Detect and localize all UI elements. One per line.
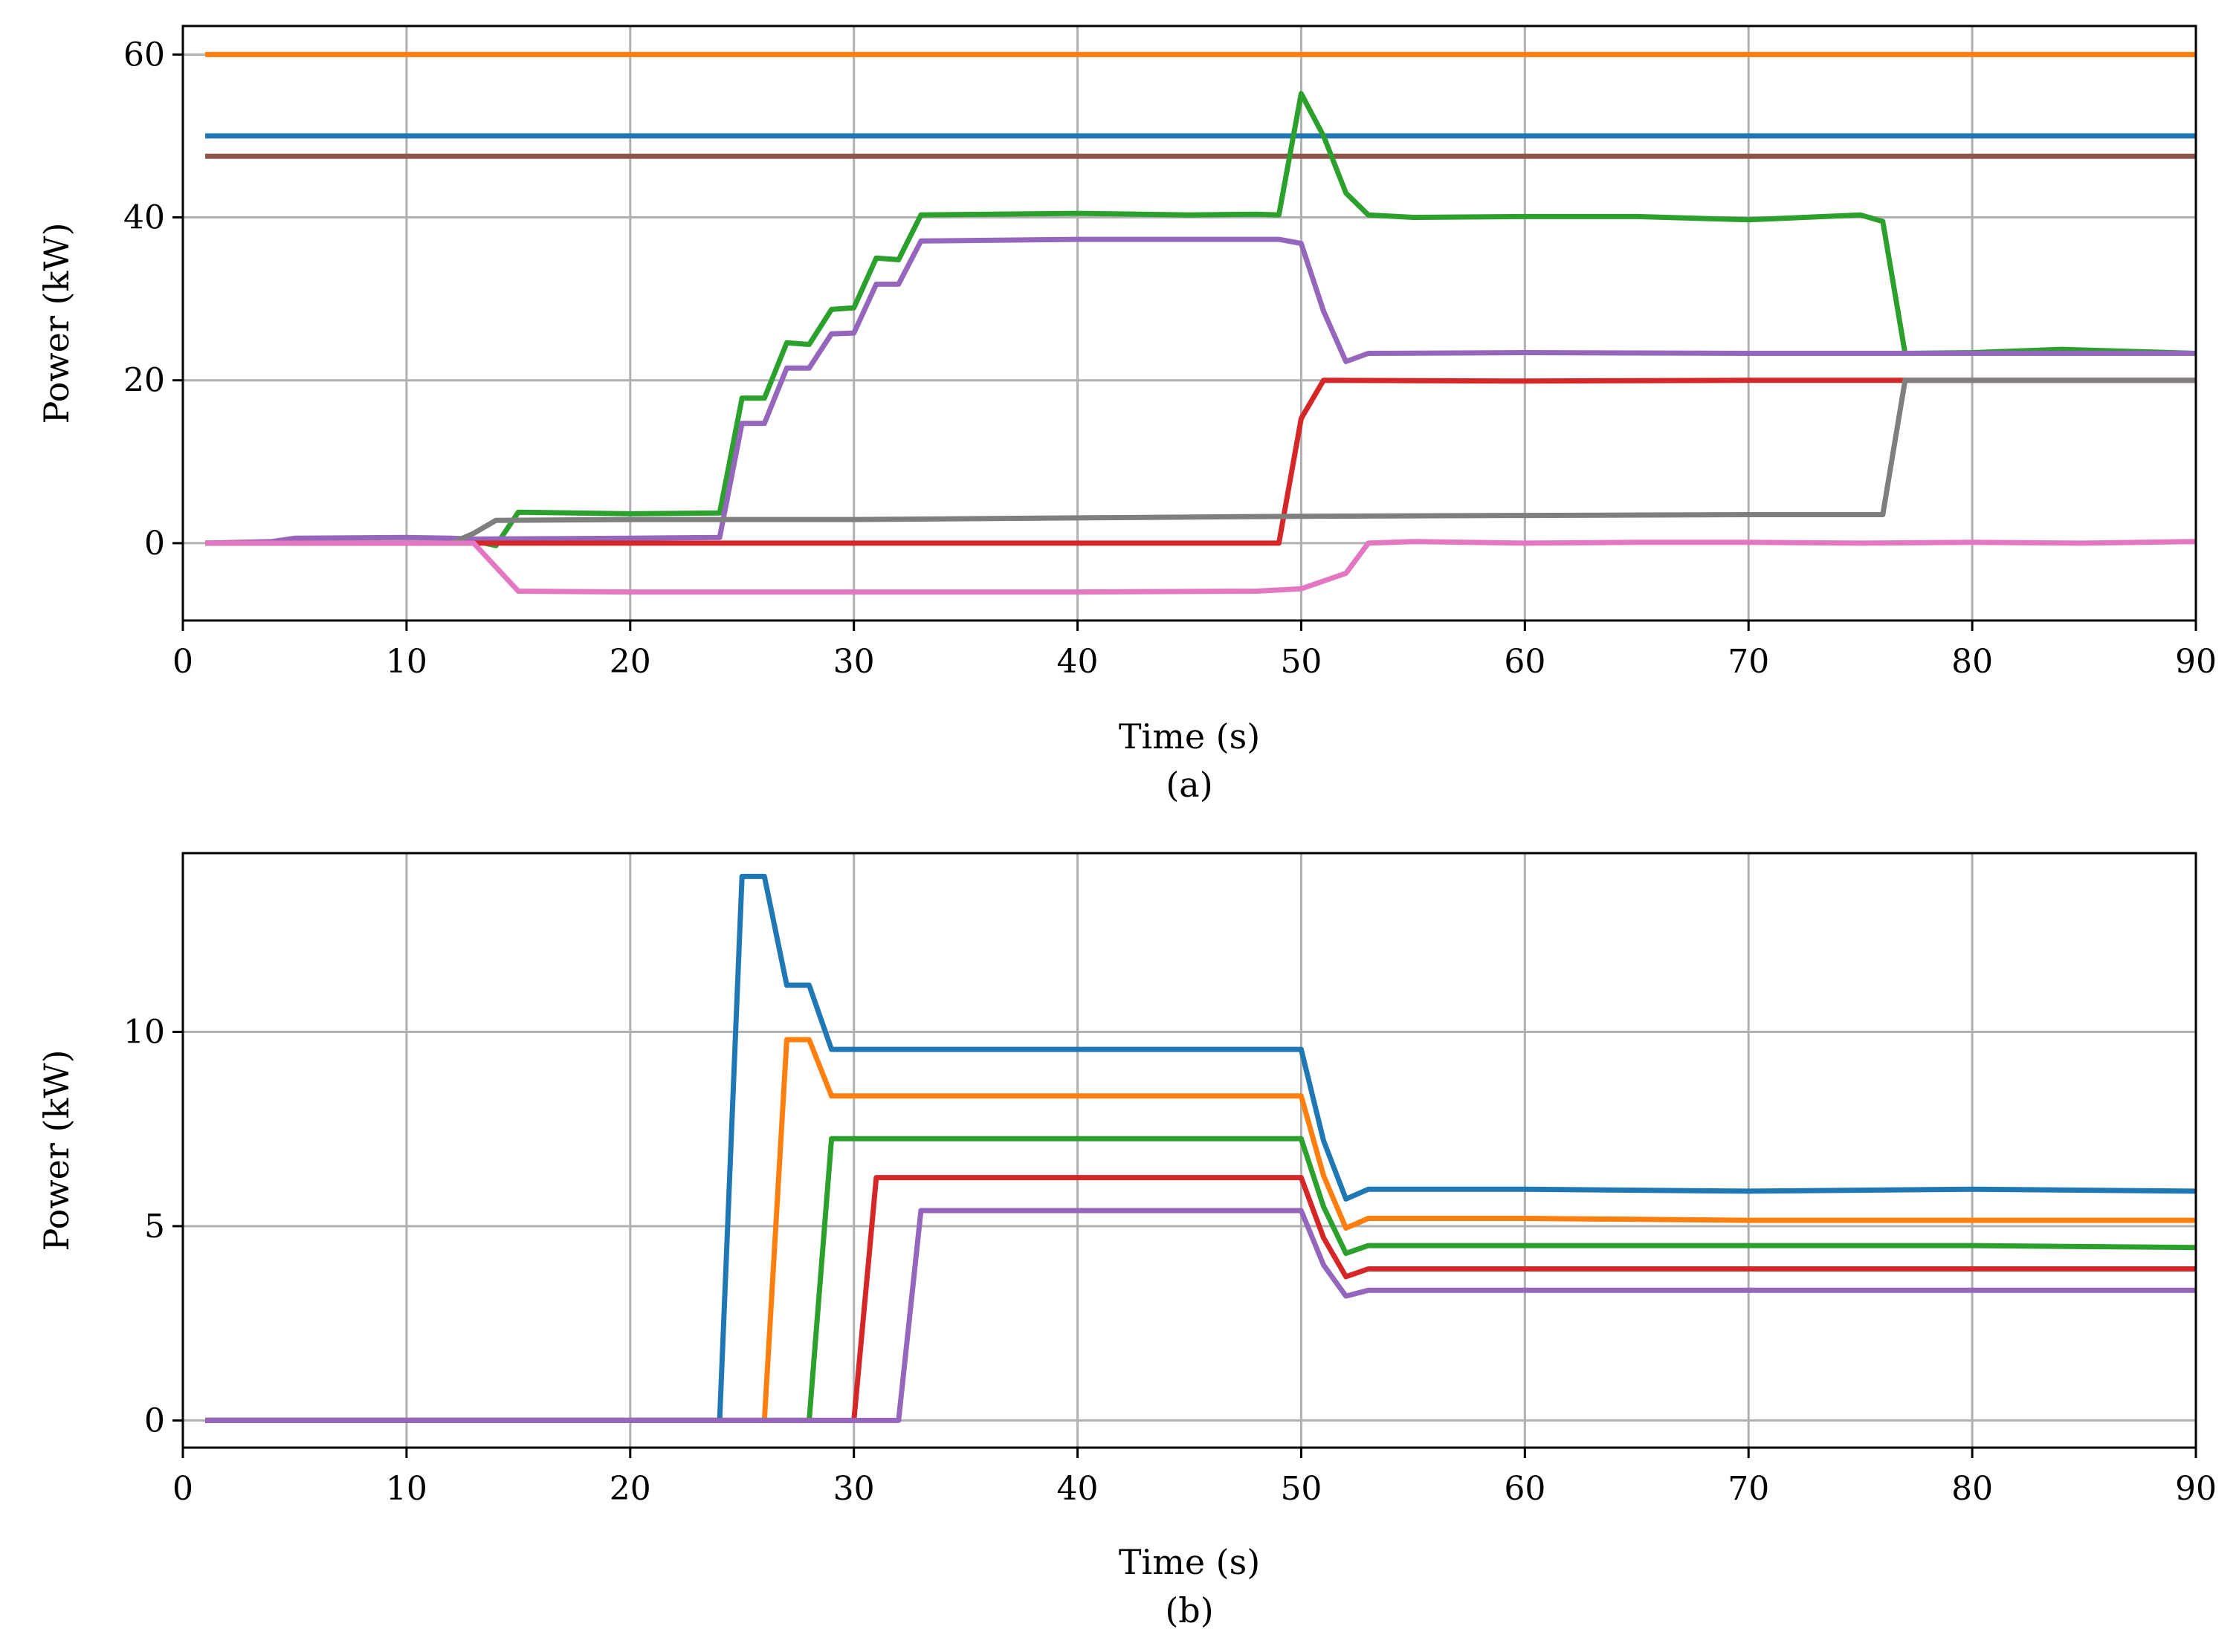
series-line-b-2 bbox=[205, 1037, 2196, 1423]
y-tick-label-b: 10 bbox=[123, 1014, 165, 1052]
x-tick-label-b: 60 bbox=[1504, 1470, 1545, 1508]
series-line-b-5 bbox=[205, 1208, 2196, 1423]
x-tick-label-a: 0 bbox=[172, 643, 193, 681]
chart-panel-a: 0 10 20 30 40 50 60 70 80 90 0 20 40 60 Time (s) Powe… bbox=[36, 25, 2217, 805]
x-tick-label-b: 0 bbox=[172, 1470, 193, 1508]
x-tick-label-b: 90 bbox=[2175, 1470, 2217, 1508]
y-axis-label-b: Power (kW) bbox=[36, 1049, 77, 1251]
x-tick-label-a: 10 bbox=[386, 643, 427, 681]
ticks-b: 0 10 20 30 40 50 60 70 80 90 0 5 10 bbox=[123, 1014, 2217, 1508]
y-axis-label-a: Power (kW) bbox=[36, 222, 77, 424]
x-tick-label-a: 80 bbox=[1951, 643, 1993, 681]
plot-area-a bbox=[183, 26, 2196, 621]
caption-b: (b) bbox=[1165, 1590, 1213, 1630]
series-line-b-3 bbox=[205, 1136, 2197, 1423]
y-tick-label-b: 5 bbox=[144, 1208, 165, 1246]
x-tick-label-b: 10 bbox=[386, 1470, 427, 1508]
y-tick-label-b: 0 bbox=[144, 1402, 165, 1439]
series-group-b bbox=[205, 873, 2197, 1423]
x-tick-label-a: 40 bbox=[1057, 643, 1099, 681]
gridlines-b bbox=[183, 853, 2196, 1448]
x-tick-label-a: 30 bbox=[833, 643, 875, 681]
x-tick-label-b: 40 bbox=[1057, 1470, 1099, 1508]
series-line-a-7 bbox=[205, 378, 2196, 546]
plot-frame-b bbox=[181, 852, 2197, 1449]
plot-frame-a bbox=[181, 25, 2197, 622]
x-axis-label-a: Time (s) bbox=[1119, 716, 1260, 757]
series-group-a bbox=[205, 51, 2197, 595]
x-tick-label-a: 70 bbox=[1728, 643, 1769, 681]
x-tick-label-b: 30 bbox=[833, 1470, 875, 1508]
y-tick-label-a: 0 bbox=[144, 525, 165, 563]
plot-area-b bbox=[183, 853, 2196, 1448]
series-line-a-6 bbox=[205, 378, 2196, 546]
series-line-b-1 bbox=[205, 873, 2197, 1423]
y-tick-label-a: 20 bbox=[123, 362, 165, 400]
x-tick-label-a: 60 bbox=[1504, 643, 1545, 681]
y-tick-label-a: 40 bbox=[123, 199, 165, 237]
x-tick-label-a: 50 bbox=[1280, 643, 1322, 681]
x-axis-label-b: Time (s) bbox=[1119, 1542, 1260, 1582]
y-tick-label-a: 60 bbox=[123, 36, 165, 74]
x-tick-label-a: 90 bbox=[2175, 643, 2217, 681]
caption-a: (a) bbox=[1166, 765, 1212, 805]
x-tick-label-b: 80 bbox=[1951, 1470, 1993, 1508]
series-line-b-4 bbox=[205, 1175, 2196, 1423]
series-line-a-4 bbox=[205, 91, 2197, 548]
ticks-a: 0 10 20 30 40 50 60 70 80 90 0 20 40 60 bbox=[123, 36, 2217, 681]
x-tick-label-b: 50 bbox=[1280, 1470, 1322, 1508]
series-line-a-8 bbox=[205, 539, 2197, 595]
chart-panel-b: 0 10 20 30 40 50 60 70 80 90 0 5 10 Time (s) Power (… bbox=[36, 852, 2217, 1630]
x-tick-label-b: 20 bbox=[610, 1470, 651, 1508]
x-tick-label-b: 70 bbox=[1728, 1470, 1769, 1508]
x-tick-label-a: 20 bbox=[610, 643, 651, 681]
